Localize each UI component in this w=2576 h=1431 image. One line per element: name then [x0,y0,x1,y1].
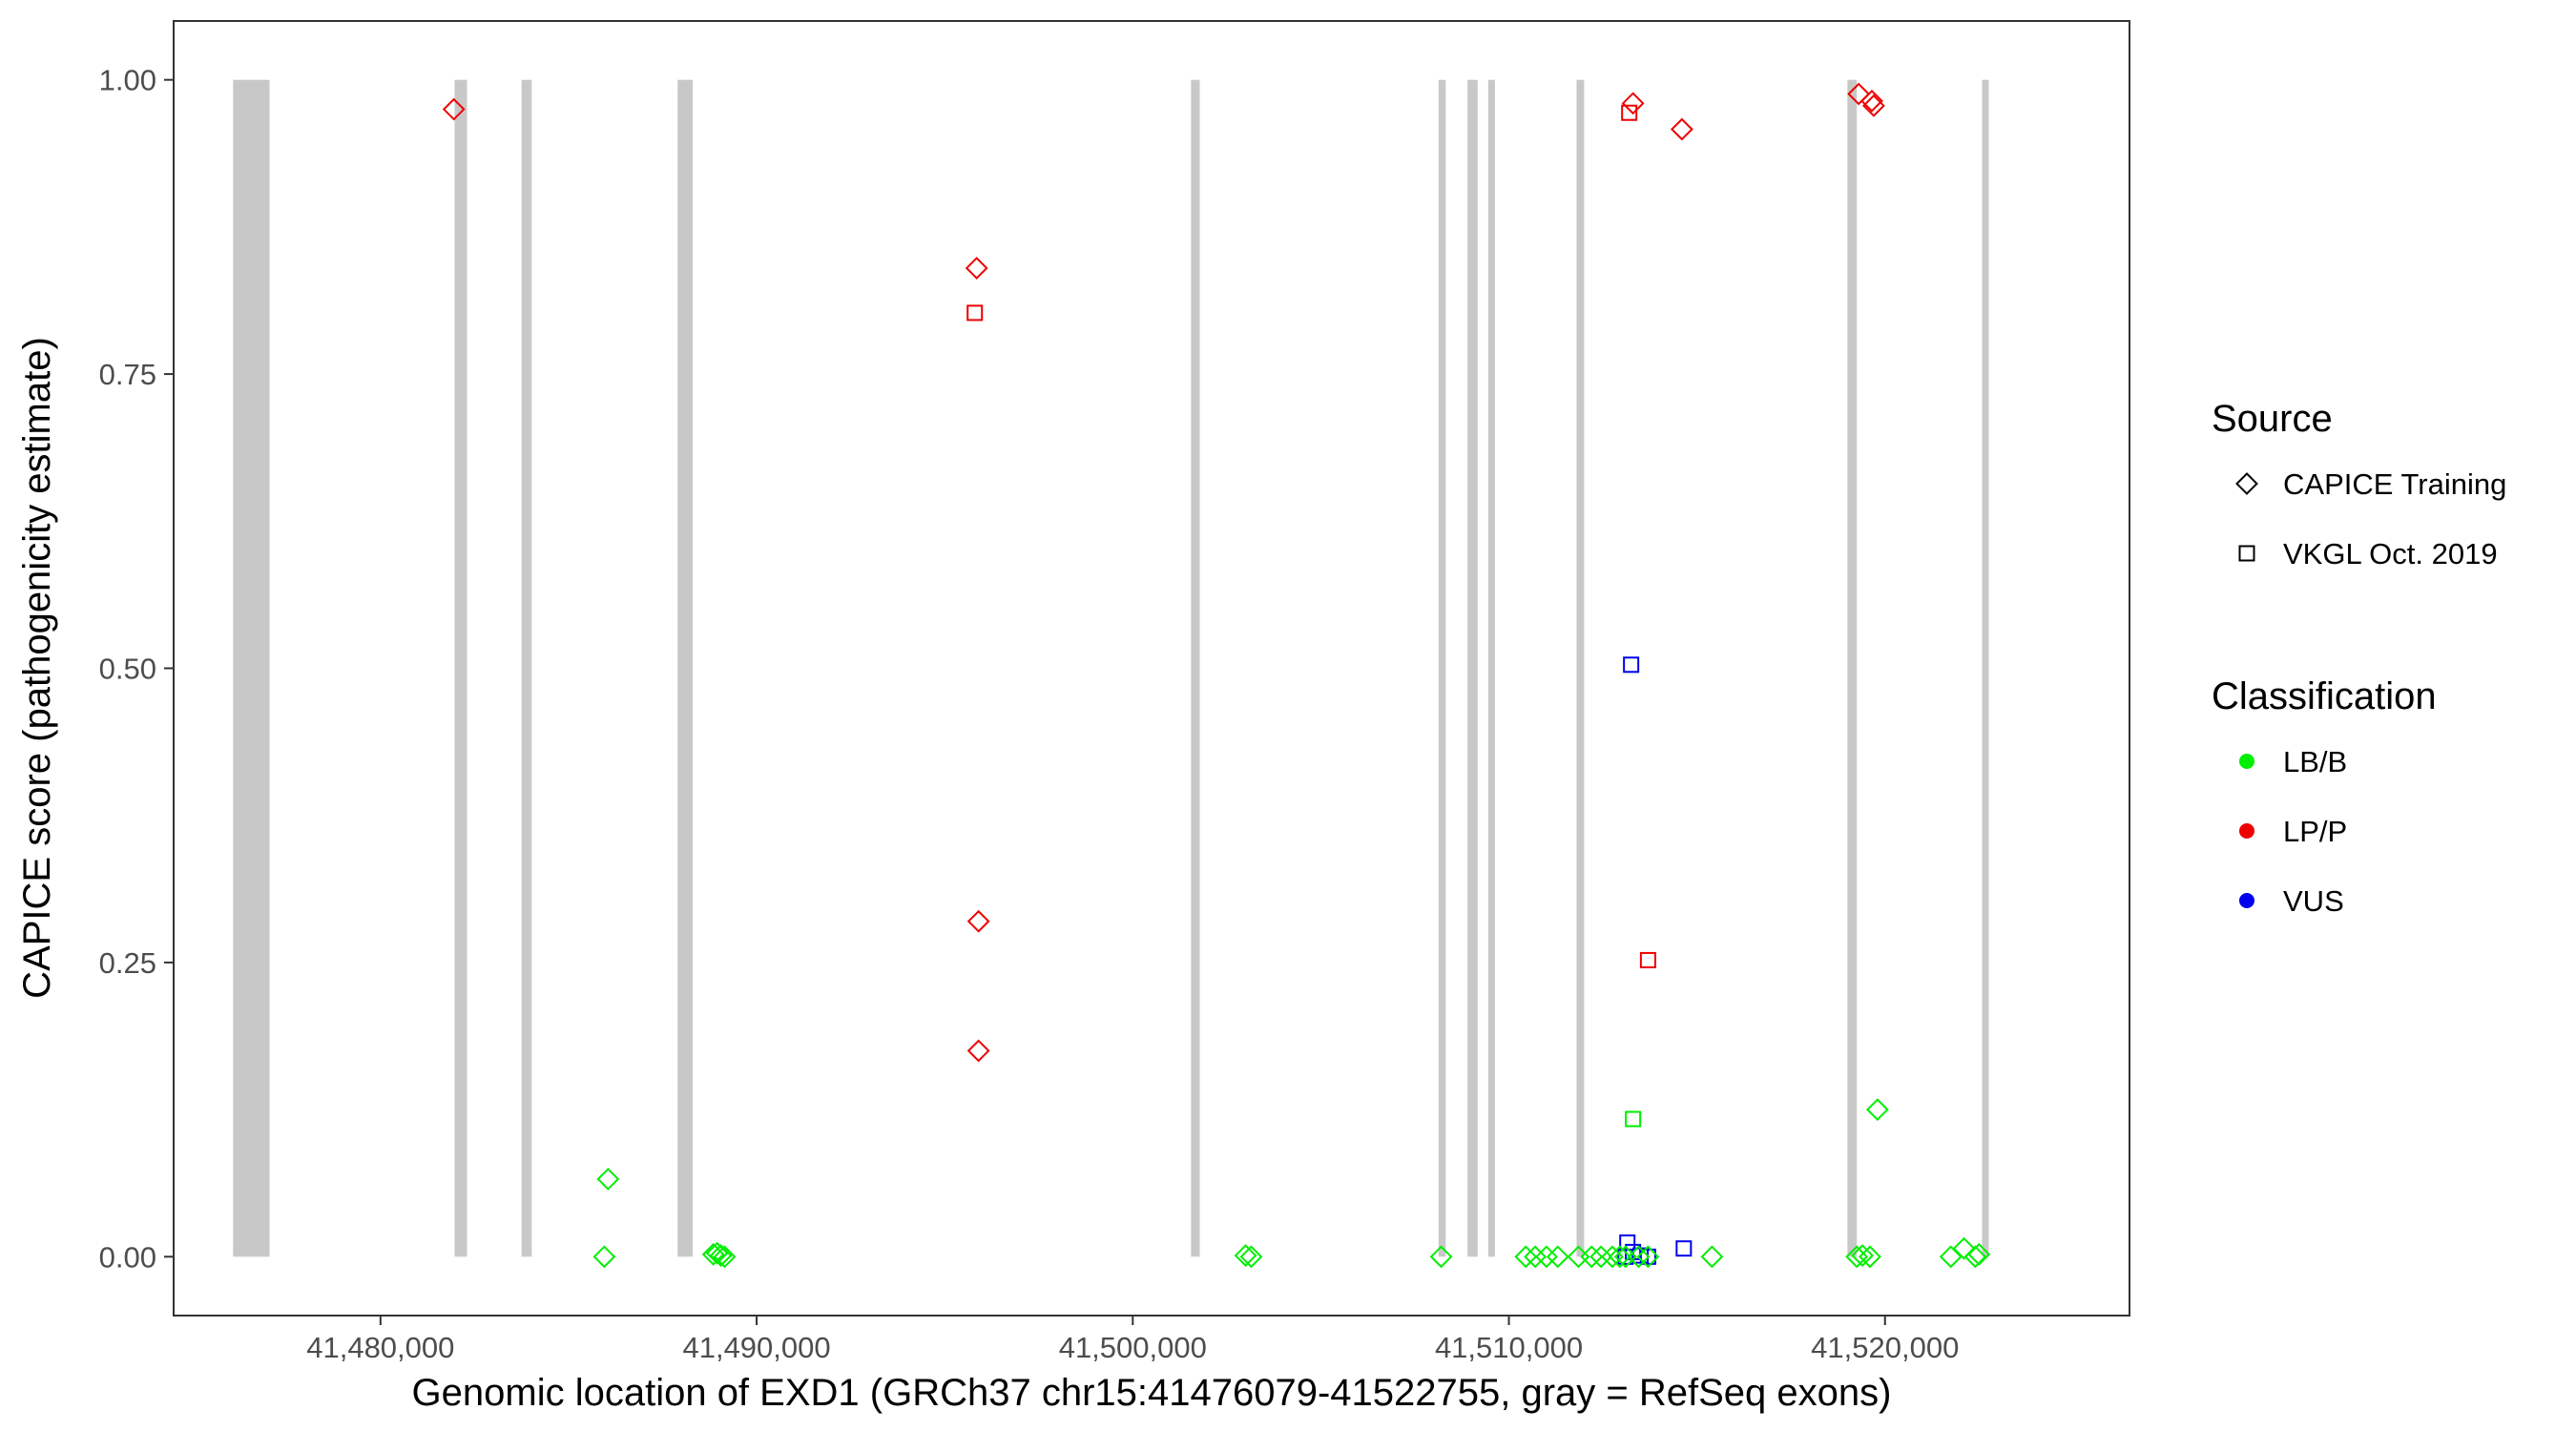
legend-label-vus: VUS [2283,884,2344,918]
x-axis: 41,480,000 41,490,000 41,500,000 41,510,000… [306,1316,1959,1364]
data-point-capice-training-lb-b [1865,1098,1889,1122]
legend-classification-title: Classification [2212,675,2437,717]
data-point-capice-training-lb-b [705,1241,729,1265]
data-point-vkgl-oct-2019-lb-b [1625,1110,1642,1128]
data-point-capice-training-lb-b [1636,1245,1660,1269]
exon-band [521,79,532,1257]
legend-source: Source CAPICE Training VKGL Oct. 2019 [2212,398,2506,570]
vus-dot-icon [2239,893,2254,908]
x-axis-title: Genomic location of EXD1 (GRCh37 chr15:4… [412,1372,1892,1414]
data-point-capice-training-lb-b [1514,1245,1538,1269]
data-point-capice-training-lb-b [713,1245,737,1269]
diamond-icon [2235,472,2258,495]
data-point-capice-training-lp-p [966,1039,990,1063]
legend-item-capice-training: CAPICE Training [2235,467,2506,501]
data-point-vkgl-oct-2019-vus [1639,1248,1656,1265]
square-icon [2238,545,2255,562]
exon-band [233,79,270,1257]
y-tick-label: 0.25 [99,946,156,980]
x-tick-label: 41,480,000 [306,1331,454,1364]
exon-band [1467,79,1478,1257]
legend-square-key [2238,545,2255,562]
lb-b-dot-icon [2239,754,2254,769]
data-point-capice-training-lb-b [1851,1244,1875,1267]
data-point-capice-training-lb-b [1589,1245,1613,1269]
legend-source-title: Source [2212,398,2333,440]
data-point-vkgl-oct-2019-lp-p [1639,951,1656,968]
data-point-capice-training-lb-b [1239,1245,1263,1269]
exon-band [1847,79,1858,1257]
x-tick-label: 41,510,000 [1435,1331,1583,1364]
data-point-capice-training-lb-b [1580,1245,1604,1269]
data-point-vkgl-oct-2019-vus [1623,656,1640,674]
data-point-capice-training-lb-b [1952,1236,1976,1260]
data-point-capice-training-lb-b [592,1245,616,1269]
data-point-vkgl-oct-2019-lp-p [1621,104,1638,121]
data-point-capice-training-lp-p [1670,117,1693,141]
legend-item-lp-p: LP/P [2239,815,2347,848]
data-point-vkgl-oct-2019-vus [1675,1240,1693,1257]
y-tick-label: 0.50 [99,653,156,686]
data-point-capice-training-lb-b [1939,1245,1963,1269]
data-point-capice-training-lp-p [1862,93,1885,117]
data-point-capice-training-lb-b [1234,1244,1257,1267]
data-point-capice-training-lb-b [1535,1245,1558,1269]
exon-band [1487,79,1495,1257]
data-point-capice-training-lp-p [1621,92,1645,115]
legend-item-vus: VUS [2239,884,2344,918]
y-tick-label: 1.00 [99,64,156,97]
exon-band [1438,79,1446,1257]
data-point-capice-training-lb-b [1429,1245,1453,1269]
x-tick-label: 41,500,000 [1059,1331,1207,1364]
legend-item-lb-b: LB/B [2239,745,2347,778]
data-point-capice-training-lp-p [1847,82,1871,106]
data-point-capice-training-lb-b [1546,1245,1569,1269]
exon-bands [233,79,1989,1257]
data-point-capice-training-lb-b [1859,1245,1881,1269]
data-point-capice-training-lb-b [1627,1245,1651,1269]
data-point-capice-training-lp-p [965,257,988,280]
exon-band [1191,79,1200,1257]
lp-p-dot-icon [2239,823,2254,839]
legend-label-lb-b: LB/B [2283,745,2347,778]
legend-label-lp-p: LP/P [2283,815,2347,848]
data-point-capice-training-lb-b [1608,1245,1631,1269]
data-point-vkgl-oct-2019-vus [1617,1248,1634,1265]
data-point-capice-training-lb-b [1524,1245,1548,1269]
y-axis-title: CAPICE score (pathogenicity estimate) [16,337,58,999]
data-point-capice-training-lp-p [1860,89,1883,113]
legend-classification: Classification LB/B LP/P VUS [2212,675,2437,918]
y-axis: 0.00 0.25 0.50 0.75 1.00 [99,64,174,1274]
exon-band [677,79,694,1257]
data-point-capice-training-lb-b [596,1167,620,1191]
legend-label-capice-training: CAPICE Training [2283,467,2506,501]
data-point-capice-training-lp-p [442,97,466,121]
exon-band [1576,79,1585,1257]
data-point-capice-training-lb-b [709,1244,733,1267]
legend-item-vkgl: VKGL Oct. 2019 [2238,537,2498,570]
data-point-capice-training-lb-b [1967,1242,1991,1266]
exon-band [1982,79,1989,1257]
x-tick-label: 41,490,000 [682,1331,830,1364]
data-point-vkgl-oct-2019-lp-p [966,304,984,321]
data-point-capice-training-lb-b [1963,1245,1987,1269]
y-tick-label: 0.00 [99,1240,156,1274]
data-points [442,82,1991,1269]
legend-label-vkgl: VKGL Oct. 2019 [2283,537,2498,570]
data-point-capice-training-lp-p [966,909,990,933]
data-point-capice-training-lb-b [1700,1245,1724,1269]
exon-band [454,79,467,1257]
legend-diamond-key [2235,472,2258,495]
y-tick-label: 0.75 [99,358,156,391]
x-tick-label: 41,520,000 [1811,1331,1959,1364]
